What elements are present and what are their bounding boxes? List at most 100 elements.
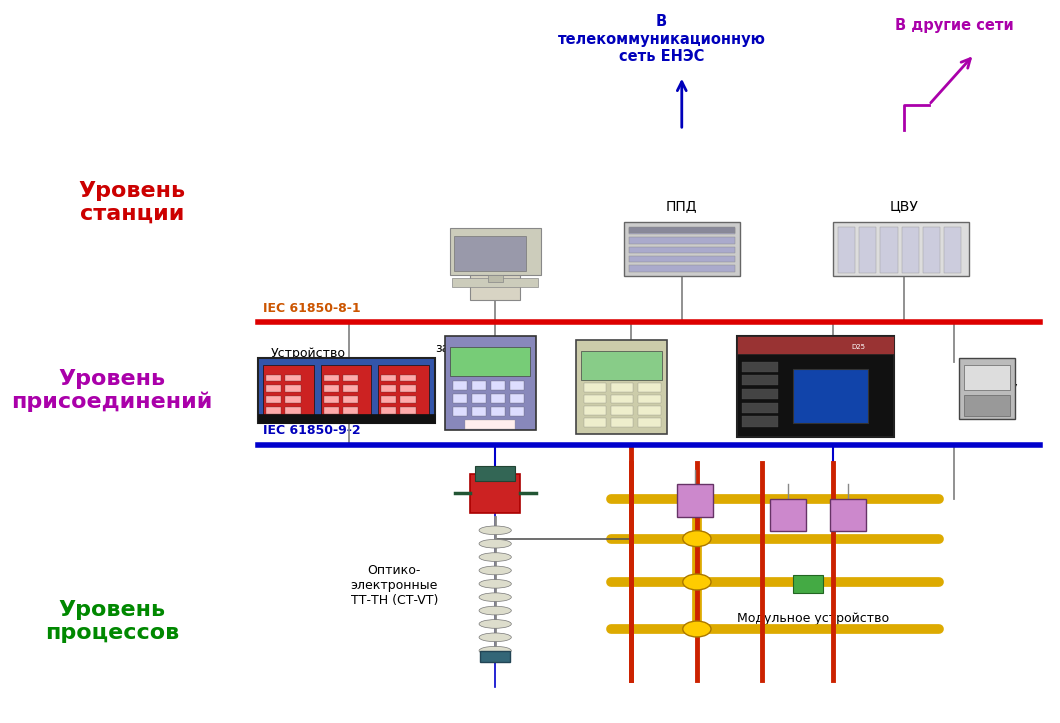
Bar — [944, 227, 961, 273]
Ellipse shape — [479, 620, 511, 628]
Bar — [453, 394, 467, 403]
Text: Уровень
присоединений: Уровень присоединений — [12, 369, 213, 412]
Bar — [465, 420, 515, 429]
Bar — [510, 381, 525, 390]
Bar — [480, 651, 510, 662]
Bar — [965, 395, 1009, 416]
Ellipse shape — [479, 580, 511, 589]
Text: Оптико-
электронные
ТТ-ТН (СТ-VT): Оптико- электронные ТТ-ТН (СТ-VT) — [351, 564, 438, 607]
Bar — [266, 407, 281, 414]
Bar — [491, 407, 506, 416]
Bar — [510, 394, 525, 403]
Bar — [449, 228, 541, 275]
Bar — [624, 222, 740, 276]
Bar — [965, 365, 1009, 390]
Bar — [488, 275, 504, 282]
Bar — [612, 383, 634, 392]
Bar — [630, 265, 736, 272]
Bar — [742, 389, 778, 399]
Ellipse shape — [479, 566, 511, 575]
Bar — [491, 381, 506, 390]
Bar — [259, 414, 435, 423]
Bar — [266, 375, 281, 381]
Bar — [630, 227, 736, 233]
Bar — [630, 247, 736, 253]
Bar — [738, 336, 894, 437]
Bar — [612, 395, 634, 403]
Text: УИУ: УИУ — [991, 383, 1019, 397]
Ellipse shape — [479, 606, 511, 615]
Bar — [453, 381, 467, 390]
Bar — [742, 362, 778, 372]
Bar — [638, 395, 660, 403]
Bar — [510, 407, 525, 416]
Ellipse shape — [683, 574, 711, 590]
Bar — [323, 396, 339, 403]
Text: Устройство
тестирования: Устройство тестирования — [263, 347, 355, 375]
Bar — [401, 385, 416, 392]
Bar — [342, 407, 358, 414]
Bar — [638, 406, 660, 415]
Bar — [382, 396, 396, 403]
Bar — [923, 227, 940, 273]
Bar — [833, 222, 969, 276]
Bar — [266, 385, 281, 392]
Bar — [449, 347, 530, 376]
Text: В
телекоммуникационную
сеть ЕНЭС: В телекоммуникационную сеть ЕНЭС — [558, 14, 765, 64]
Ellipse shape — [479, 552, 511, 561]
Text: ППД: ППД — [666, 200, 697, 213]
Bar — [581, 351, 661, 380]
Bar — [584, 383, 606, 392]
Bar — [742, 403, 778, 413]
Bar — [612, 418, 634, 427]
Text: замещающий
комплект: замещающий комплект — [436, 342, 525, 370]
Bar — [401, 407, 416, 414]
Bar — [793, 575, 823, 593]
Ellipse shape — [683, 621, 711, 637]
Bar — [342, 385, 358, 392]
Bar — [576, 340, 667, 434]
Bar — [285, 407, 301, 414]
Ellipse shape — [479, 646, 511, 655]
Bar — [472, 394, 487, 403]
Bar — [638, 383, 660, 392]
Bar — [470, 474, 520, 513]
Bar — [285, 396, 301, 403]
Bar — [491, 394, 506, 403]
Bar — [382, 375, 396, 381]
Bar — [401, 375, 416, 381]
Bar — [742, 416, 778, 427]
Bar — [470, 246, 520, 300]
Bar — [453, 407, 467, 416]
Text: основной
комплект: основной комплект — [764, 342, 828, 370]
Bar — [401, 396, 416, 403]
Bar — [793, 369, 868, 423]
Bar — [445, 336, 535, 430]
Bar — [285, 375, 301, 381]
Bar — [382, 407, 396, 414]
Bar — [584, 418, 606, 427]
Bar — [902, 227, 919, 273]
Bar — [285, 385, 301, 392]
Text: ЦВУ: ЦВУ — [889, 200, 918, 213]
Bar — [323, 385, 339, 392]
Bar — [630, 228, 736, 234]
Bar — [452, 278, 537, 287]
Bar — [263, 365, 314, 416]
Bar — [630, 256, 736, 262]
Bar — [259, 358, 435, 423]
Text: В другие сети: В другие сети — [895, 18, 1013, 33]
Bar — [630, 237, 736, 244]
Text: IEC 61850-8-1: IEC 61850-8-1 — [263, 301, 360, 315]
Bar — [860, 227, 877, 273]
Ellipse shape — [479, 526, 511, 535]
Bar — [342, 375, 358, 381]
Bar — [323, 375, 339, 381]
Bar — [638, 418, 660, 427]
Bar — [830, 499, 866, 531]
Bar — [742, 375, 778, 385]
Bar — [378, 365, 428, 416]
Text: D25: D25 — [851, 344, 865, 350]
Bar — [612, 406, 634, 415]
Text: Уровень
станции: Уровень станции — [78, 181, 186, 224]
